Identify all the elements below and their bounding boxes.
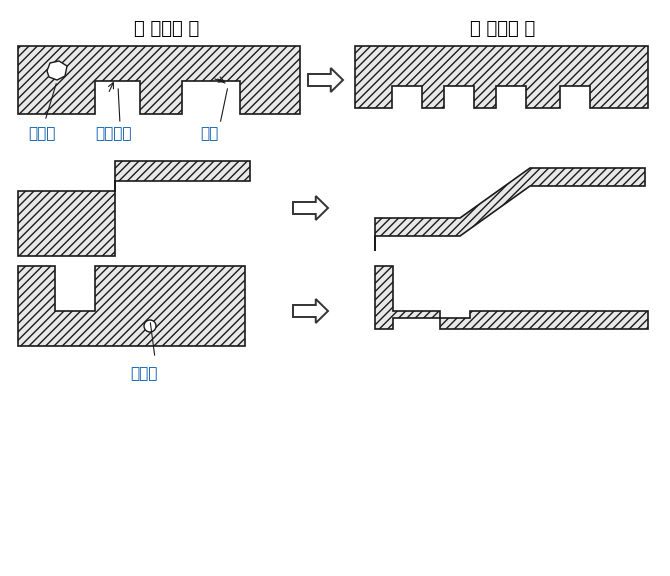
Text: ヒケ: ヒケ (200, 126, 218, 141)
Polygon shape (375, 266, 440, 329)
Polygon shape (47, 61, 67, 80)
Polygon shape (355, 46, 648, 108)
Text: ボイド: ボイド (28, 126, 56, 141)
Text: 【 良い例 】: 【 良い例 】 (470, 20, 535, 38)
Text: 【 悪い例 】: 【 悪い例 】 (135, 20, 200, 38)
Polygon shape (18, 161, 250, 256)
Polygon shape (18, 266, 245, 346)
Polygon shape (18, 46, 300, 114)
Circle shape (144, 320, 156, 332)
Text: ストレス: ストレス (95, 126, 131, 141)
Polygon shape (375, 168, 645, 251)
Polygon shape (293, 196, 328, 220)
Polygon shape (293, 299, 328, 323)
Polygon shape (440, 311, 648, 329)
Text: ボイド: ボイド (130, 366, 157, 381)
Polygon shape (308, 68, 343, 92)
